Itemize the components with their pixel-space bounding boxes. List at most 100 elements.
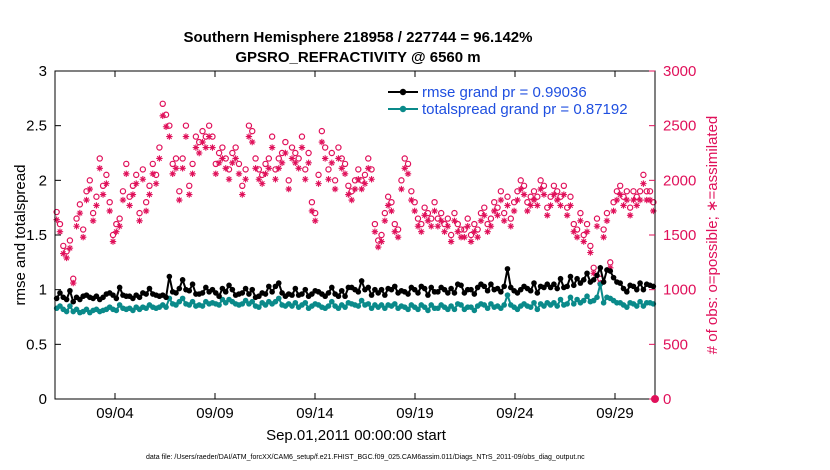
- zero-obs-marker: [651, 395, 659, 403]
- possible-obs-point: [288, 144, 296, 151]
- rmse-point: [481, 283, 488, 290]
- assimilated-obs-point: [192, 144, 200, 151]
- assimilated-obs-point: [487, 223, 495, 230]
- possible-obs-point: [321, 144, 329, 151]
- possible-obs-point: [633, 193, 640, 200]
- possible-obs-point: [282, 138, 289, 146]
- rmse-point: [262, 291, 269, 297]
- assimilated-obs-point: [454, 228, 461, 235]
- rmse-point: [584, 270, 590, 277]
- possible-obs-point: [355, 166, 362, 173]
- assimilated-obs-point: [255, 176, 263, 183]
- x-tick-label: 09/19: [396, 405, 434, 422]
- assimilated-obs-point: [245, 133, 253, 140]
- assimilated-obs-point: [222, 165, 229, 172]
- possible-obs-point: [560, 182, 568, 189]
- possible-obs-point: [504, 193, 511, 200]
- possible-obs-point: [457, 226, 465, 233]
- assimilated-obs-point: [298, 144, 306, 151]
- possible-obs-point: [305, 149, 312, 157]
- spread-point: [163, 304, 169, 310]
- rmse-point: [425, 292, 431, 298]
- spread-point: [633, 303, 640, 309]
- assimilated-obs-point: [447, 238, 455, 245]
- possible-obs-point: [524, 198, 531, 206]
- spread-point: [567, 294, 574, 301]
- rmse-point: [405, 291, 411, 297]
- rmse-point: [226, 282, 232, 289]
- assimilated-obs-point: [554, 196, 561, 204]
- possible-obs-point: [650, 198, 657, 206]
- possible-obs-point: [249, 127, 256, 135]
- assimilated-obs-point: [321, 155, 329, 162]
- assimilated-obs-point: [162, 123, 170, 130]
- spread-point: [256, 304, 262, 310]
- assimilated-obs-point: [89, 217, 97, 224]
- possible-obs-point: [331, 177, 339, 184]
- spread-point: [594, 294, 600, 301]
- possible-obs-point: [418, 220, 425, 228]
- assimilated-obs-point: [212, 170, 219, 177]
- possible-obs-point: [414, 215, 422, 222]
- spread-point: [292, 299, 299, 306]
- assimilated-obs-point: [491, 207, 498, 215]
- assimilated-obs-point: [626, 212, 634, 219]
- rmse-point: [358, 278, 365, 284]
- assimilated-obs-point: [358, 185, 365, 193]
- possible-obs-point: [96, 155, 103, 162]
- assimilated-obs-point: [567, 202, 574, 209]
- assimilated-obs-point: [73, 223, 80, 230]
- assimilated-obs-point: [56, 228, 64, 235]
- assimilated-obs-point: [623, 196, 631, 204]
- rmse-point: [435, 289, 441, 295]
- y-tick-label: 2.5: [26, 118, 47, 135]
- assimilated-obs-point: [235, 170, 243, 177]
- rmse-point: [355, 289, 362, 295]
- possible-obs-point: [365, 155, 372, 162]
- possible-obs-point: [129, 182, 137, 189]
- possible-obs-point: [388, 198, 395, 206]
- possible-obs-point: [607, 259, 614, 266]
- possible-obs-point: [275, 155, 282, 162]
- assimilated-obs-point: [215, 159, 223, 167]
- possible-obs-point: [182, 122, 190, 129]
- possible-obs-point: [646, 188, 654, 195]
- assimilated-obs-point: [471, 228, 478, 235]
- assimilated-obs-point: [540, 191, 548, 198]
- assimilated-obs-point: [451, 217, 458, 224]
- assimilated-obs-point: [507, 223, 515, 230]
- assimilated-obs-point: [414, 223, 422, 230]
- possible-obs-point: [530, 188, 538, 195]
- assimilated-obs-point: [583, 228, 591, 235]
- assimilated-obs-point: [149, 170, 156, 177]
- possible-obs-point: [467, 231, 475, 239]
- assimilated-obs-point: [437, 217, 445, 224]
- rmse-point: [266, 283, 272, 290]
- possible-obs-point: [186, 182, 193, 189]
- assimilated-obs-point: [504, 202, 511, 209]
- assimilated-obs-point: [199, 138, 206, 146]
- assimilated-obs-point: [189, 170, 196, 177]
- assimilated-obs-point: [457, 233, 465, 241]
- possible-obs-point: [116, 215, 123, 222]
- assimilated-obs-point: [338, 165, 345, 172]
- rmse-point: [269, 289, 275, 295]
- spread-point: [358, 297, 365, 304]
- assimilated-obs-point: [530, 196, 538, 204]
- legend-rmse-marker: [399, 88, 407, 96]
- possible-obs-point: [401, 155, 408, 162]
- assimilated-obs-point: [616, 191, 624, 198]
- rmse-point: [189, 281, 196, 288]
- possible-obs-point: [623, 188, 631, 195]
- assimilated-obs-point: [514, 196, 521, 204]
- possible-obs-point: [550, 182, 558, 189]
- rmse-point: [574, 275, 580, 282]
- possible-obs-point: [570, 220, 577, 228]
- rmse-point: [531, 280, 537, 286]
- y-right-tick-label: 500: [663, 336, 688, 353]
- rmse-point: [116, 284, 123, 291]
- rmse-point: [391, 283, 398, 290]
- assimilated-obs-point: [580, 238, 587, 245]
- rmse-layer: [53, 264, 657, 305]
- rmse-point: [637, 280, 643, 286]
